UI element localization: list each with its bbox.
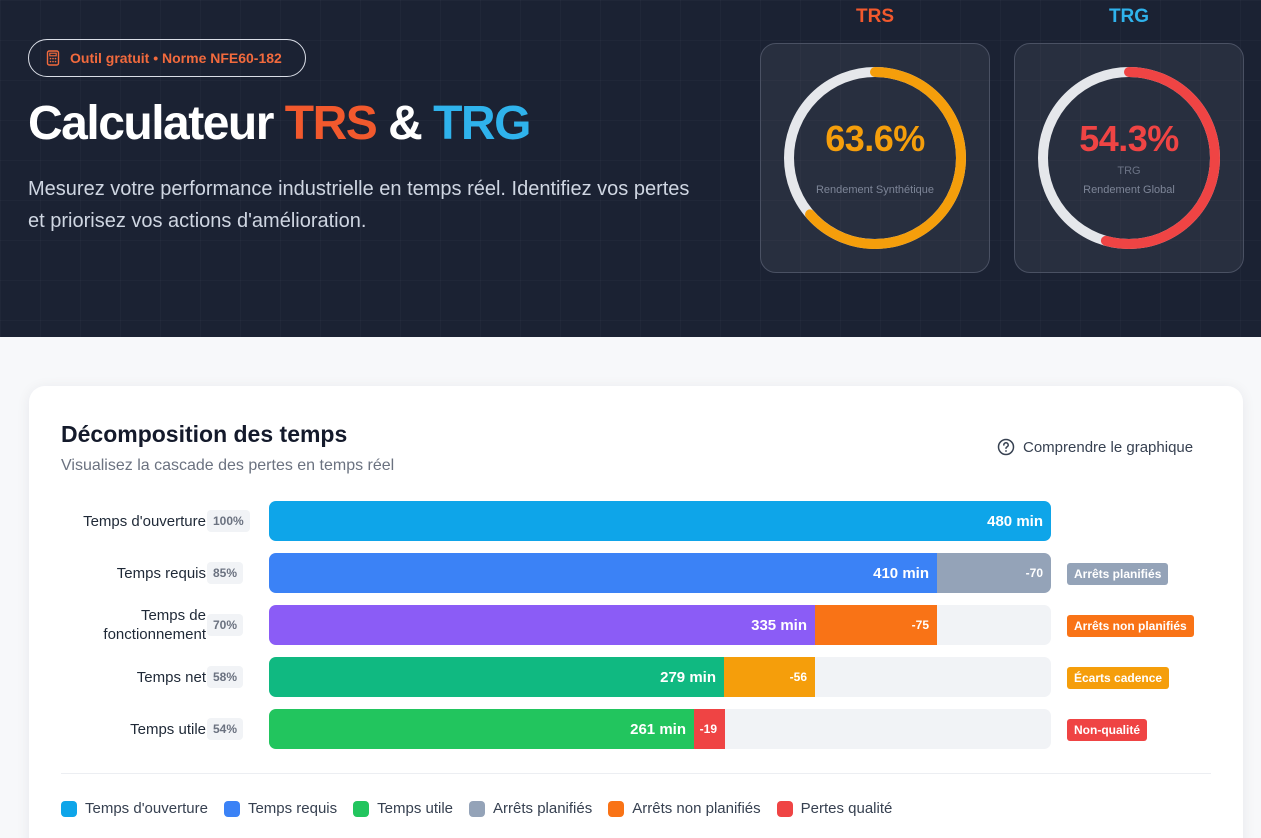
legend-item: Arrêts planifiés (469, 800, 592, 817)
badge-text: Outil gratuit • Norme NFE60-182 (70, 50, 282, 66)
row-percent-badge: 85% (207, 562, 244, 584)
legend-swatch (223, 800, 240, 817)
row-percent-badge: 70% (207, 614, 244, 636)
trg-sublabel: Rendement Global (1083, 184, 1175, 196)
legend-swatch (608, 800, 625, 817)
legend-item: Temps utile (353, 800, 453, 817)
legend-swatch (469, 800, 486, 817)
calculator-icon (46, 50, 60, 66)
legend-swatch (353, 800, 370, 817)
trs-gauge-ring (784, 67, 966, 249)
loss-bar: -75 (815, 605, 937, 645)
chart-row: Temps requis 85% 410 min -70 Arrêts planifié… (29, 553, 1243, 593)
trg-gauge-ring (1038, 67, 1220, 249)
trs-gauge-label: TRS (856, 6, 894, 27)
legend-swatch (776, 800, 793, 817)
legend-item: Temps requis (223, 800, 338, 817)
row-percent-badge: 58% (207, 666, 244, 688)
title-amp: & (376, 97, 434, 150)
loss-category-tag: Non-qualité (1067, 719, 1147, 741)
loss-bar: -56 (724, 657, 815, 697)
row-percent-badge: 54% (207, 718, 244, 740)
legend-label: Temps utile (377, 800, 454, 817)
trg-gauge-arc (1038, 67, 1220, 249)
trs-gauge-card: 63.6% Rendement Synthétique (760, 43, 990, 273)
chart-row: Temps net 58% 279 min -56 Écarts cadence (29, 657, 1243, 697)
time-breakdown-card: Décomposition des temps Visualisez la ca… (29, 386, 1243, 838)
title-trg: TRG (433, 97, 531, 150)
value-bar: 480 min (269, 501, 1051, 541)
value-bar: 335 min (269, 605, 815, 645)
legend-label: Pertes qualité (800, 800, 893, 817)
legend-label: Arrêts planifiés (493, 800, 593, 817)
value-bar: 279 min (269, 657, 724, 697)
trs-value: 63.6% (825, 118, 925, 159)
trg-gauge-card: 54.3% TRG Rendement Global (1014, 43, 1244, 273)
legend-item: Pertes qualité (776, 800, 893, 817)
legend-label: Temps requis (247, 800, 338, 817)
bar-track: 410 min -70 (269, 553, 1051, 593)
title-prefix: Calculateur (28, 97, 285, 150)
page-title: Calculateur TRS & TRG (28, 96, 531, 151)
loss-bar: -19 (694, 709, 725, 749)
trs-sublabel: Rendement Synthétique (815, 184, 935, 196)
trg-gauge-label: TRG (1108, 6, 1150, 27)
row-label: Temps d'ouverture (83, 512, 206, 530)
row-label: Temps requis (116, 564, 206, 582)
question-circle-icon (997, 438, 1015, 456)
free-tool-badge: Outil gratuit • Norme NFE60-182 (28, 39, 306, 77)
trg-gauge-ghost: TRG (1117, 165, 1141, 177)
help-button[interactable]: Comprendre le graphique (997, 438, 1193, 456)
trg-value: 54.3% (1079, 118, 1179, 159)
loss-bar: -70 (937, 553, 1051, 593)
value-bar: 410 min (269, 553, 937, 593)
chart-row: Temps utile 54% 261 min -19 Non-qualité (29, 709, 1243, 749)
bar-track: 480 min (269, 501, 1051, 541)
row-label: Temps net (136, 668, 206, 686)
value-bar: 261 min (269, 709, 694, 749)
trs-gauge-arc (784, 67, 966, 249)
legend-swatch (61, 800, 77, 817)
row-label: Temps de fonctionnement (103, 607, 206, 643)
hero-description: Mesurez votre performance industrielle e… (28, 178, 690, 232)
bar-track: 261 min -19 (269, 709, 1051, 749)
help-label: Comprendre le graphique (1023, 438, 1194, 456)
legend-label: Temps d'ouverture (85, 800, 208, 817)
divider (61, 773, 1211, 774)
hero-section: Outil gratuit • Norme NFE60-182 Calculat… (0, 0, 1261, 337)
bar-track: 335 min -75 (269, 605, 1051, 645)
card-title: Décomposition des temps (61, 421, 348, 447)
loss-category-tag: Arrêts planifiés (1067, 563, 1169, 585)
loss-category-tag: Écarts cadence (1067, 667, 1170, 689)
legend-item: Temps d'ouverture (61, 800, 208, 817)
chart-legend: Temps d'ouverture Temps requis Temps utile… (61, 800, 892, 817)
row-label: Temps utile (130, 720, 206, 738)
legend-label: Arrêts non planifiés (632, 800, 761, 817)
chart-row: Temps de fonctionnement 70% 335 min -75 Arrê… (29, 605, 1243, 645)
title-trs: TRS (284, 97, 378, 150)
bar-track: 279 min -56 (269, 657, 1051, 697)
card-subtitle: Visualisez la cascade des pertes en temp… (61, 457, 395, 474)
legend-item: Arrêts non planifiés (608, 800, 761, 817)
loss-category-tag: Arrêts non planifiés (1067, 615, 1194, 637)
row-percent-badge: 100% (207, 510, 250, 532)
chart-row: Temps d'ouverture 100% 480 min (29, 501, 1243, 541)
